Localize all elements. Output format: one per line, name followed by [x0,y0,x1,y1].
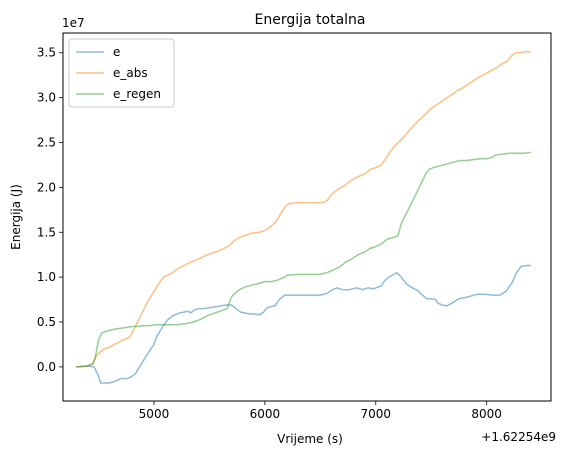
series-line-e-abs [76,51,531,368]
y-scale-label: 1e7 [62,16,85,30]
y-tick-label: 2.0 [37,180,56,194]
plot-frame [62,32,552,402]
y-axis-label: Energija (J) [9,184,23,250]
x-tick-label: 7000 [360,407,391,421]
y-tick-label: 3.0 [37,91,56,105]
x-axis: 5000 6000 7000 8000 [139,401,502,421]
plot-area [76,51,532,384]
y-tick-label: 0.5 [37,315,56,329]
y-tick-label: 3.5 [37,46,56,60]
y-axis: 0.0 0.5 1.0 1.5 2.0 2.5 3.0 3.5 [37,46,63,374]
y-tick-label: 2.5 [37,136,56,150]
legend-label-e-regen: e_regen [113,87,161,101]
series-line-e [76,264,531,384]
x-offset-label: +1.62254e9 [481,430,556,444]
y-tick-label: 1.0 [37,270,56,284]
x-tick-label: 8000 [471,407,502,421]
chart-title: Energija totalna [254,12,365,28]
x-tick-label: 6000 [250,407,281,421]
legend: e e_abs e_regen [68,38,175,108]
y-tick-label: 0.0 [37,360,56,374]
x-tick-label: 5000 [139,407,170,421]
legend-label-e-abs: e_abs [113,66,148,80]
y-tick-label: 1.5 [37,225,56,239]
x-axis-label: Vrijeme (s) [277,432,343,446]
series-line-e-regen [76,151,532,368]
legend-label-e: e [113,45,120,59]
legend-box [68,38,175,108]
